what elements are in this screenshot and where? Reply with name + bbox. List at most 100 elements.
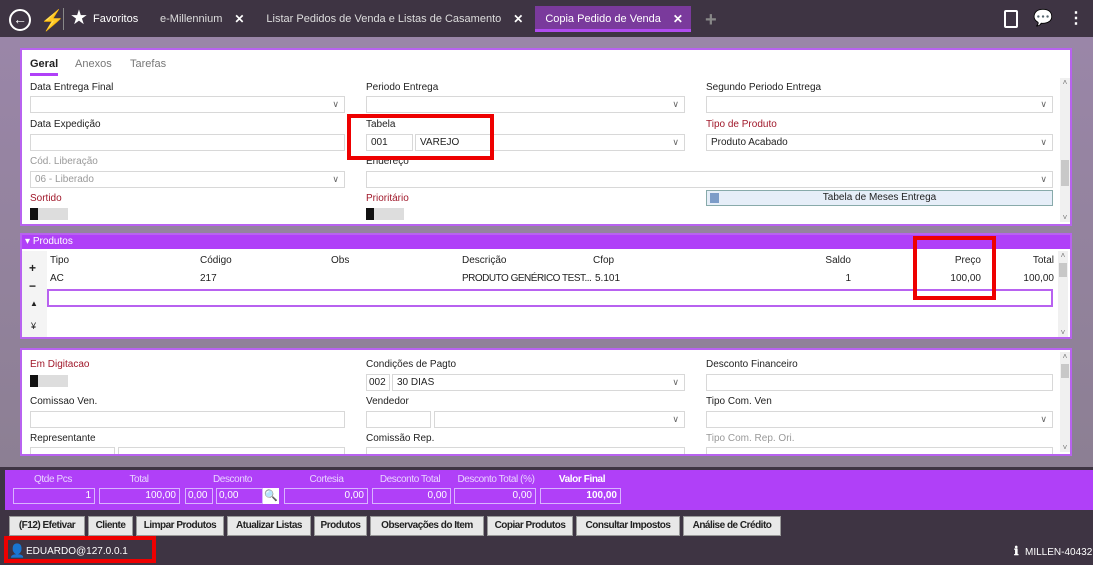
col-codigo[interactable]: Código [200, 255, 232, 266]
cod-liberacao-select[interactable]: 06 - Liberado ∨ [30, 171, 345, 188]
tipo-com-ven-select[interactable]: ∨ [706, 411, 1053, 428]
expand-button[interactable]: ¥ [31, 321, 37, 331]
desconto-total-pct-value: 0,00 [454, 488, 536, 504]
cell-cfop: 5.101 [595, 273, 621, 284]
representante-select[interactable] [118, 447, 345, 454]
data-entrega-final-select[interactable]: ∨ [30, 96, 345, 113]
search-icon[interactable]: 🔍 [263, 488, 279, 504]
divider [63, 8, 64, 30]
close-icon[interactable]: ✕ [513, 12, 524, 26]
comissao-rep-input[interactable] [366, 447, 685, 454]
copiar-produtos-button[interactable]: Copiar Produtos [487, 516, 573, 536]
periodo-entrega-select[interactable]: ∨ [366, 96, 685, 113]
tab-label: Listar Pedidos de Venda e Listas de Casa… [266, 13, 502, 25]
comissao-ven-input[interactable] [30, 411, 345, 428]
qtde-label: Qtde Pcs [34, 474, 72, 485]
produtos-button[interactable]: Produtos [314, 516, 367, 536]
grid-side-controls: + − ▲ ¥ [22, 251, 47, 337]
col-total[interactable]: Total [1032, 255, 1054, 266]
sortido-toggle[interactable] [30, 208, 68, 220]
tipo-produto-label: Tipo de Produto [706, 119, 777, 130]
tabela-meses-entrega-button[interactable]: Tabela de Meses Entrega [706, 190, 1053, 206]
cliente-button[interactable]: Cliente [88, 516, 133, 536]
atualizar-listas-button[interactable]: Atualizar Listas [227, 516, 311, 536]
remove-row-button[interactable]: − [29, 279, 37, 293]
cond-pagto-select[interactable]: 30 DIAS ∨ [392, 374, 685, 391]
version-status: MILLEN-40432 [1025, 547, 1093, 558]
valor-final-value: 100,00 [540, 488, 621, 504]
consultar-impostos-button[interactable]: Consultar Impostos [576, 516, 680, 536]
segundo-periodo-select[interactable]: ∨ [706, 96, 1053, 113]
chevron-down-icon: ∨ [332, 174, 339, 184]
tipo-produto-select[interactable]: Produto Acabado ∨ [706, 134, 1053, 151]
desconto-financeiro-input[interactable] [706, 374, 1053, 391]
tab-label: e-Millennium [160, 13, 223, 25]
star-icon[interactable]: ★ [70, 7, 88, 29]
close-icon[interactable]: ✕ [672, 12, 683, 26]
scrollbar[interactable]: ˄ ˅ [1060, 352, 1070, 452]
cond-pagto-code-input[interactable]: 002 [366, 374, 390, 391]
desconto-total-value: 0,00 [372, 488, 451, 504]
col-obs[interactable]: Obs [331, 255, 350, 266]
col-saldo[interactable]: Saldo [825, 255, 851, 266]
top-bar: ← ⚡ ★ Favoritos e-Millennium ✕ Listar Ped… [0, 0, 1093, 37]
periodo-entrega-label: Periodo Entrega [366, 82, 439, 93]
clipboard-icon[interactable] [1004, 10, 1018, 28]
analise-credito-button[interactable]: Análise de Crédito [683, 516, 781, 536]
endereco-select[interactable]: ∨ [366, 171, 1053, 188]
data-expedicao-input[interactable] [30, 134, 345, 151]
desconto-total-label: Desconto Total [379, 474, 441, 485]
tipo-com-rep-label: Tipo Com. Rep. Ori. [706, 433, 795, 444]
comissao-rep-label: Comissão Rep. [366, 433, 435, 444]
col-descricao[interactable]: Descrição [462, 255, 507, 266]
prioritario-toggle[interactable] [366, 208, 404, 220]
desconto-value-input[interactable]: 0,00 [216, 488, 263, 504]
chevron-down-icon: ∨ [672, 414, 679, 424]
col-preco[interactable]: Preço [954, 255, 981, 266]
segundo-periodo-label: Segundo Periodo Entrega [706, 82, 822, 93]
em-digitacao-label: Em Digitacao [30, 359, 90, 370]
vendedor-select[interactable]: ∨ [434, 411, 685, 428]
logo-icon: ⚡ [40, 10, 65, 32]
cond-pagto-label: Condições de Pagto [366, 359, 457, 370]
efetivar-button[interactable]: (F12) Efetivar [9, 516, 85, 536]
data-entrega-final-label: Data Entrega Final [30, 82, 114, 93]
tab-geral[interactable]: Geral [30, 58, 59, 76]
close-icon[interactable]: ✕ [234, 12, 245, 26]
move-up-button[interactable]: ▲ [30, 299, 38, 308]
more-menu-icon[interactable]: ⋮ [1068, 10, 1084, 27]
col-cfop[interactable]: Cfop [593, 255, 615, 266]
tab-e-millennium[interactable]: e-Millennium ✕ [150, 6, 252, 32]
tab-listar-pedidos[interactable]: Listar Pedidos de Venda e Listas de Casa… [256, 6, 531, 32]
representante-label: Representante [30, 433, 96, 444]
em-digitacao-toggle[interactable] [30, 375, 68, 387]
tab-tarefas[interactable]: Tarefas [130, 58, 167, 70]
limpar-produtos-button[interactable]: Limpar Produtos [136, 516, 224, 536]
chat-icon[interactable]: 💬 [1033, 10, 1053, 27]
back-icon[interactable]: ← [9, 9, 31, 31]
vendedor-code-input[interactable] [366, 411, 431, 428]
new-row-input[interactable] [47, 289, 1053, 307]
produtos-header[interactable]: ▾ Produtos [22, 235, 1070, 249]
grid-scrollbar[interactable]: ˄ ˅ [1058, 251, 1068, 337]
valor-final-label: Valor Final [558, 474, 606, 485]
observacoes-item-button[interactable]: Observações do Item [370, 516, 484, 536]
add-row-button[interactable]: + [29, 261, 37, 275]
desconto-pct-input[interactable]: 0,00 [185, 488, 213, 504]
col-tipo[interactable]: Tipo [50, 255, 70, 266]
representante-code-input[interactable] [30, 447, 115, 454]
user-status: EDUARDO@127.0.0.1 [26, 546, 128, 557]
endereco-label: Endereço [366, 156, 409, 167]
tabela-select[interactable]: VAREJO ∨ [415, 134, 685, 151]
tab-anexos[interactable]: Anexos [75, 58, 112, 70]
favorites-link[interactable]: Favoritos [93, 13, 139, 25]
add-tab-icon[interactable]: + [704, 9, 717, 31]
chevron-down-icon: ∨ [672, 99, 679, 109]
tab-copia-pedido[interactable]: Copia Pedido de Venda ✕ [535, 6, 691, 32]
scrollbar[interactable]: ˄ ˅ [1060, 78, 1070, 222]
tab-strip: e-Millennium ✕ Listar Pedidos de Venda e … [150, 6, 717, 34]
total-label: Total [129, 474, 149, 485]
data-expedicao-label: Data Expedição [30, 119, 101, 130]
tabela-code-input[interactable]: 001 [366, 134, 413, 151]
tipo-com-rep-select[interactable] [706, 447, 1053, 454]
